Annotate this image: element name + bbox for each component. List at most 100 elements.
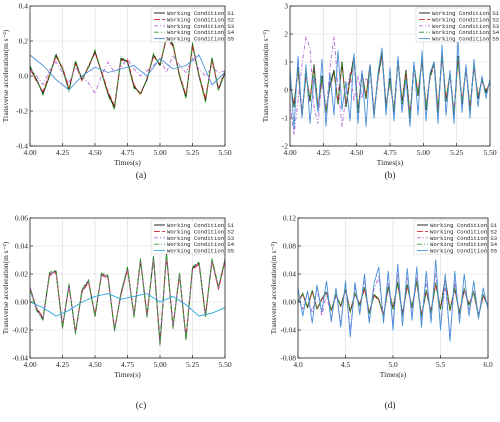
panel-caption: (c) [136, 400, 147, 411]
x-tick-label: 5.50 [218, 148, 231, 157]
series-line-s5 [30, 54, 225, 91]
chart-panel-3: 4.00 4.25 4.50 4.75 5.00 5.25 5.50 -0.04 -0.02 0.… [1, 214, 235, 411]
legend-label-s3: Working Condition S3 [167, 235, 234, 242]
y-tick-label: 0.08 [283, 242, 296, 251]
legend-label-s5: Working Condition S5 [167, 248, 234, 255]
y-tick-label: -2 [282, 142, 288, 151]
series-line-s5 [30, 293, 225, 317]
panel-caption: (d) [384, 400, 395, 411]
x-tick-label: 6.0 [483, 360, 493, 369]
y-tick-label: 3 [284, 2, 288, 11]
legend-label-s2: Working Condition S2 [167, 16, 234, 23]
x-tick-label: 4.75 [383, 148, 396, 157]
legend-label-s4: Working Condition S4 [430, 241, 498, 248]
series-line-s3 [298, 273, 488, 338]
x-tick-label: 4.25 [56, 360, 69, 369]
x-tick-label: 5.5 [436, 360, 446, 369]
panel-caption: (b) [384, 170, 395, 181]
x-tick-label: 5.0 [388, 360, 398, 369]
y-tick-label: -0.4 [16, 142, 28, 151]
series-line-s3 [30, 54, 225, 94]
legend-label-s2: Working Condition S2 [430, 228, 497, 235]
x-tick-label: 5.50 [483, 148, 496, 157]
panel-caption: (a) [136, 170, 147, 181]
x-tick-label: 4.5 [341, 360, 351, 369]
series-line-s5 [290, 39, 490, 130]
legend-label-s4: Working Condition S4 [432, 29, 500, 36]
x-tick-label: 4.50 [88, 360, 101, 369]
legend-label-s1: Working Condition S1 [432, 10, 500, 17]
y-tick-label: -0.04 [12, 354, 28, 363]
y-tick-label: 0.2 [19, 37, 29, 46]
x-tick-label: 4.0 [293, 360, 303, 369]
x-tick-label: 5.25 [450, 148, 463, 157]
x-tick-label: 4.25 [317, 148, 330, 157]
legend-label-s3: Working Condition S3 [430, 235, 497, 242]
series-line-s4 [30, 35, 225, 110]
legend-label-s5: Working Condition S5 [167, 36, 234, 43]
legend-label-s2: Working Condition S2 [432, 16, 499, 23]
x-tick-label: 5.50 [218, 360, 231, 369]
legend-label-s4: Working Condition S4 [167, 29, 235, 36]
chart-panel-2: 4.00 4.25 4.50 4.75 5.00 5.25 5.50 -2 -1 0 1 2 3 Time… [261, 2, 500, 181]
legend-label-s4: Working Condition S4 [167, 241, 235, 248]
legend-label-s1: Working Condition S1 [167, 10, 235, 17]
x-axis-label: Times(s) [377, 158, 404, 167]
x-tick-label: 4.75 [121, 360, 134, 369]
y-tick-label: -0.02 [12, 326, 28, 335]
x-tick-label: 4.00 [23, 360, 36, 369]
x-tick-label: 4.50 [350, 148, 363, 157]
series-line-s4 [298, 277, 488, 318]
y-tick-label: 1 [284, 58, 288, 67]
x-tick-label: 4.25 [56, 148, 69, 157]
y-tick-label: -0.08 [280, 354, 296, 363]
x-tick-label: 5.00 [417, 148, 430, 157]
y-tick-label: 0.02 [15, 270, 28, 279]
x-tick-label: 5.00 [153, 148, 166, 157]
y-axis-label: Transverse acceleration(m s⁻²) [269, 241, 278, 334]
legend-label-s1: Working Condition S1 [430, 222, 498, 229]
y-tick-label: -0.04 [280, 326, 296, 335]
x-tick-label: 4.50 [88, 148, 101, 157]
y-tick-label: 0.04 [283, 270, 296, 279]
chart-panel-4: 4.0 4.5 5.0 5.5 6.0 -0.08 -0.04 0.00 0.04 0.08 0.1… [269, 214, 498, 411]
y-tick-label: 2 [284, 30, 288, 39]
series-line-s5 [298, 259, 488, 342]
y-axis-label: Transverse acceleration(m s⁻²) [1, 29, 10, 122]
x-axis-label: Times(s) [114, 158, 141, 167]
y-tick-label: -0.2 [16, 107, 28, 116]
x-axis-label: Times(s) [380, 370, 407, 379]
y-tick-label: 0.06 [15, 214, 28, 223]
x-tick-label: 5.25 [186, 148, 199, 157]
y-tick-label: 0.00 [15, 298, 28, 307]
series-line-s3 [290, 36, 371, 136]
series-line-s4 [30, 252, 225, 346]
y-tick-label: 0 [284, 86, 288, 95]
y-tick-label: 0.00 [283, 298, 296, 307]
x-tick-label: 4.75 [121, 148, 134, 157]
y-tick-label: 0.04 [15, 242, 28, 251]
y-tick-label: 0.12 [283, 214, 296, 223]
y-tick-label: 0.4 [19, 2, 29, 11]
x-tick-label: 5.25 [186, 360, 199, 369]
x-tick-label: 4.00 [283, 148, 296, 157]
x-tick-label: 4.00 [23, 148, 36, 157]
legend-label-s2: Working Condition S2 [167, 228, 234, 235]
x-tick-label: 5.00 [153, 360, 166, 369]
y-tick-label: 0.0 [19, 72, 29, 81]
legend-label-s5: Working Condition S5 [432, 36, 499, 43]
series-line-s2 [30, 38, 225, 107]
legend-label-s3: Working Condition S3 [432, 23, 499, 30]
y-axis-label: Transverse acceleration(m s⁻²) [1, 241, 10, 334]
chart-panel-1: 4.00 4.25 4.50 4.75 5.00 5.25 5.50 -0.4 -0.2 0.0 0… [1, 2, 235, 181]
y-axis-label: Transverse acceleration(m s⁻²) [261, 29, 270, 122]
legend-label-s1: Working Condition S1 [167, 222, 235, 229]
legend-label-s3: Working Condition S3 [167, 23, 234, 30]
y-tick-label: -1 [282, 114, 288, 123]
x-axis-label: Times(s) [114, 370, 141, 379]
